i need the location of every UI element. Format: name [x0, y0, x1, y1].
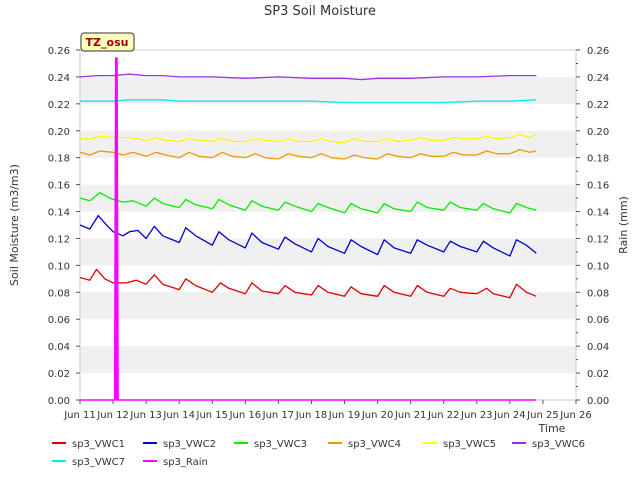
y2-tick-label: 0.00 — [587, 396, 609, 407]
legend-label: sp3_VWC2 — [163, 439, 216, 450]
legend-label: sp3_VWC6 — [532, 439, 585, 450]
grid-band — [80, 238, 576, 266]
x-tick-label: Jun 16 — [229, 410, 262, 421]
y2-tick-label: 0.20 — [587, 127, 609, 138]
legend-item-sp3_VWC7: sp3_VWC7 — [52, 457, 125, 468]
grid-band — [80, 292, 576, 320]
chart-title: SP3 Soil Moisture — [264, 4, 376, 19]
y2-tick-label: 0.14 — [587, 208, 609, 219]
legend-item-sp3_VWC5: sp3_VWC5 — [423, 439, 496, 450]
y-tick-label: 0.18 — [48, 154, 70, 165]
y2-tick-label: 0.10 — [587, 261, 609, 272]
y2-tick-label: 0.02 — [587, 369, 609, 380]
x-tick-label: Jun 23 — [460, 410, 493, 421]
y-tick-label: 0.26 — [48, 46, 70, 57]
y-axis-ticks: 0.00 0.02 0.04 0.06 0.08 0.10 0.12 0.14 0.16 0.18… — [48, 46, 80, 407]
x-tick-label: Jun 19 — [328, 410, 361, 421]
legend-item-sp3_Rain: sp3_Rain — [143, 457, 208, 468]
y-tick-label: 0.10 — [48, 261, 70, 272]
y-tick-label: 0.12 — [48, 234, 70, 245]
series-line-sp3_VWC4 — [79, 148, 537, 160]
series-line-sp3_VWC3 — [79, 192, 537, 214]
y-tick-label: 0.08 — [48, 288, 70, 299]
y-tick-label: 0.22 — [48, 100, 70, 111]
x-tick-label: Jun 21 — [394, 410, 427, 421]
legend-label: sp3_VWC4 — [348, 439, 401, 450]
legend-item-sp3_VWC1: sp3_VWC1 — [52, 439, 125, 450]
x-tick-label: Jun 17 — [262, 410, 295, 421]
x-tick-label: Jun 15 — [196, 410, 229, 421]
y2-tick-label: 0.16 — [587, 181, 609, 192]
series-lines — [79, 57, 537, 401]
y-tick-label: 0.20 — [48, 127, 70, 138]
legend-item-sp3_VWC4: sp3_VWC4 — [328, 439, 401, 450]
x-tick-label: Jun 25 — [526, 410, 559, 421]
y-tick-label: 0.24 — [48, 73, 70, 84]
x-tick-label: Jun 18 — [295, 410, 328, 421]
x-tick-label: Jun 20 — [361, 410, 394, 421]
site-badge: TZ_osu — [80, 32, 135, 52]
legend-label: sp3_VWC3 — [254, 439, 307, 450]
y-axis-label: Soil Moisture (m3/m3) — [8, 164, 21, 286]
legend-label: sp3_Rain — [163, 457, 208, 468]
series-line-sp3_VWC2 — [79, 214, 537, 257]
x-tick-label: Jun 22 — [427, 410, 460, 421]
series-line-sp3_VWC6 — [79, 73, 537, 81]
legend: sp3_VWC1 sp3_VWC2 sp3_VWC3 sp3_VWC4 sp3_VWC5… — [52, 439, 585, 468]
y-tick-label: 0.06 — [48, 315, 70, 326]
x-tick-label: Jun 26 — [559, 410, 592, 421]
legend-label: sp3_VWC7 — [72, 457, 125, 468]
y2-tick-label: 0.18 — [587, 154, 609, 165]
y2-tick-label: 0.08 — [587, 288, 609, 299]
y2-tick-label: 0.06 — [587, 315, 609, 326]
legend-label: sp3_VWC1 — [72, 439, 125, 450]
y2-tick-label: 0.22 — [587, 100, 609, 111]
x-tick-label: Jun 24 — [493, 410, 526, 421]
series-line-sp3_Rain — [80, 57, 537, 401]
y2-tick-label: 0.26 — [587, 46, 609, 57]
y-tick-label: 0.00 — [48, 396, 70, 407]
x-tick-label: Jun 13 — [129, 410, 162, 421]
x-tick-label: Jun 11 — [63, 410, 96, 421]
y2-tick-label: 0.24 — [587, 73, 609, 84]
x-axis-label: Time — [538, 422, 566, 435]
legend-item-sp3_VWC2: sp3_VWC2 — [143, 439, 216, 450]
series-line-sp3_VWC1 — [79, 268, 537, 299]
y-tick-label: 0.04 — [48, 342, 70, 353]
y2-tick-label: 0.04 — [587, 342, 609, 353]
y-tick-label: 0.02 — [48, 369, 70, 380]
legend-label: sp3_VWC5 — [443, 439, 496, 450]
y2-tick-label: 0.12 — [587, 234, 609, 245]
x-tick-label: Jun 12 — [96, 410, 129, 421]
y-tick-label: 0.16 — [48, 181, 70, 192]
y2-axis-ticks: 0.00 0.02 0.04 0.06 0.08 0.10 0.12 0.14 0.16 0.18… — [576, 46, 609, 407]
y-tick-label: 0.14 — [48, 208, 70, 219]
x-axis-ticks: Jun 11 Jun 12 Jun 13 Jun 14 Jun 15 Jun 16 Jun … — [63, 400, 592, 421]
grid-band — [80, 346, 576, 374]
site-badge-box — [80, 32, 135, 52]
legend-item-sp3_VWC6: sp3_VWC6 — [512, 439, 585, 450]
legend-item-sp3_VWC3: sp3_VWC3 — [234, 439, 307, 450]
plot-background — [80, 50, 576, 400]
x-tick-label: Jun 14 — [162, 410, 195, 421]
series-line-sp3_VWC5 — [80, 134, 537, 144]
y2-axis-label: Rain (mm) — [617, 196, 630, 254]
site-badge-label: TZ_osu — [86, 36, 129, 49]
series-line-sp3_VWC7 — [80, 99, 537, 104]
